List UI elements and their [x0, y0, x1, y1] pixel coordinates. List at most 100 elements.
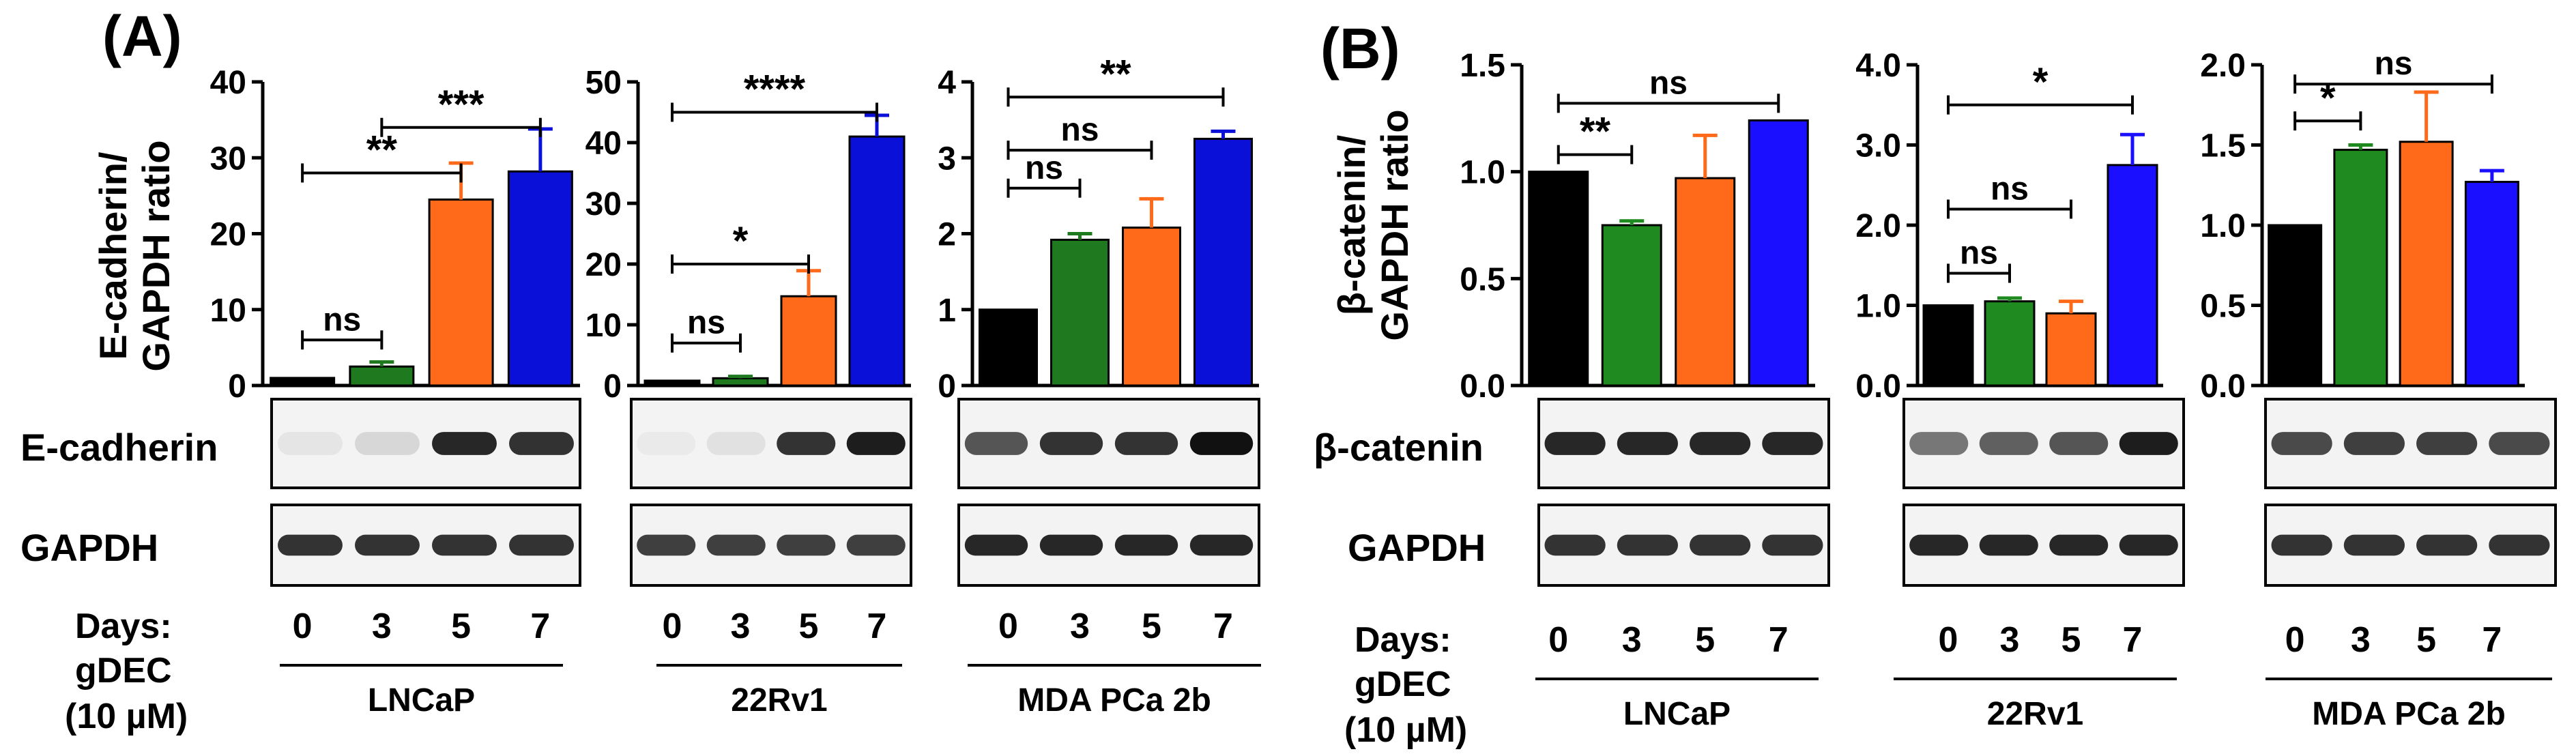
- blot-band: [1909, 432, 1969, 455]
- significance-label: ns: [1991, 171, 2029, 207]
- blot-band: [432, 432, 497, 455]
- chart-b-mda-pca-2b: 0.0 0.5 1.0 1.5 2.0 * ns 0 3 5 7 MDA PCa 2b: [2200, 46, 2557, 732]
- bar-day-5: [2399, 141, 2454, 387]
- panel-b-days-label: Days:: [1355, 620, 1451, 660]
- day-label: 7: [2123, 620, 2143, 660]
- day-label: 0: [998, 607, 1018, 646]
- blot-band: [964, 534, 1028, 556]
- protein-blot: [270, 398, 581, 489]
- significance-label: ns: [1025, 150, 1063, 186]
- blot-band: [846, 432, 906, 455]
- bar-day-0: [1922, 304, 1974, 387]
- significance-label: ns: [323, 302, 361, 338]
- bar-day-7: [1193, 137, 1253, 387]
- blot-band: [509, 534, 574, 556]
- significance-label: ***: [438, 83, 484, 127]
- protein-blot: [1537, 398, 1830, 489]
- blot-band: [637, 534, 696, 556]
- bar-day-0: [2268, 224, 2323, 387]
- day-label: 3: [2000, 620, 2020, 660]
- blot-band: [1039, 432, 1103, 455]
- significance-label: **: [1100, 52, 1131, 96]
- y-tick-label: 2.0: [1855, 208, 1901, 244]
- y-tick-label: 3.0: [1855, 128, 1901, 164]
- y-tick-label: 40: [585, 126, 622, 162]
- blot-band: [706, 534, 766, 556]
- day-label: 0: [1939, 620, 1958, 660]
- blot-band: [1189, 534, 1254, 556]
- panel-b-protein-blot-label: β-catenin: [1314, 426, 1484, 469]
- significance-label: **: [1580, 110, 1611, 154]
- day-label: 3: [731, 607, 751, 646]
- day-label: 0: [1548, 620, 1568, 660]
- day-label: 7: [1769, 620, 1789, 660]
- blot-band: [777, 534, 836, 556]
- bar-day-5: [1675, 177, 1736, 387]
- blot-band: [2049, 432, 2109, 455]
- y-tick-label: 10: [210, 293, 246, 329]
- blot-band: [2343, 432, 2405, 455]
- day-label: 3: [2351, 620, 2371, 660]
- panel-b-ylabel-line1: β-catenin/: [1330, 134, 1373, 315]
- panel-b-loading-blot-label: GAPDH: [1348, 526, 1486, 569]
- blot-band: [2416, 432, 2478, 455]
- blot-band: [637, 432, 696, 455]
- blot-band: [2489, 432, 2550, 455]
- protein-blot: [2264, 398, 2557, 489]
- bar-day-0: [643, 379, 701, 387]
- y-tick-label: 30: [585, 186, 622, 222]
- significance-label: ns: [1060, 112, 1099, 148]
- blot-band: [1617, 534, 1678, 556]
- blot-band: [2049, 534, 2109, 556]
- significance-label: ****: [744, 68, 806, 112]
- loading-blot: [2264, 504, 2557, 587]
- day-label: 0: [293, 607, 313, 646]
- blot-band: [1690, 534, 1751, 556]
- bar-day-0: [270, 377, 336, 387]
- panel-b-static: (B) β-catenin/ GAPDH ratio β-catenin GAP…: [1314, 16, 1486, 750]
- blot-band: [1544, 432, 1606, 455]
- y-tick-label: 3: [938, 141, 956, 177]
- y-tick-label: 1: [938, 293, 956, 329]
- day-label: 3: [1070, 607, 1090, 646]
- y-tick-label: 0.0: [1855, 368, 1901, 405]
- blot-band: [355, 534, 420, 556]
- bar-day-3: [1984, 300, 2036, 387]
- blot-band: [278, 432, 343, 455]
- blot-band: [1114, 534, 1178, 556]
- day-label: 5: [1695, 620, 1715, 660]
- bar-day-0: [1528, 171, 1589, 387]
- blot-band: [2119, 432, 2178, 455]
- bar-day-7: [1748, 119, 1809, 387]
- bar-day-7: [2107, 164, 2158, 387]
- day-label: 3: [372, 607, 392, 646]
- bar-day-3: [712, 377, 769, 387]
- day-label: 5: [799, 607, 819, 646]
- loading-blot: [270, 504, 581, 587]
- bar-day-7: [507, 170, 573, 387]
- y-tick-label: 40: [210, 65, 246, 101]
- cell-line-label: MDA PCa 2b: [1017, 682, 1211, 718]
- y-tick-label: 0.0: [1460, 368, 1505, 405]
- day-label: 0: [2285, 620, 2305, 660]
- bar-day-3: [1601, 224, 1662, 387]
- blot-band: [964, 432, 1028, 455]
- blot-band: [1690, 432, 1751, 455]
- panel-a-loading-blot-label: GAPDH: [20, 526, 158, 569]
- y-tick-label: 0.5: [2200, 289, 2246, 325]
- y-tick-label: 1.5: [2200, 128, 2246, 164]
- blot-band: [1544, 534, 1606, 556]
- panel-b-dose-label: (10 µM): [1344, 710, 1467, 750]
- blot-band: [1909, 534, 1969, 556]
- y-tick-label: 0: [603, 368, 622, 405]
- y-tick-label: 2: [938, 217, 956, 253]
- day-label: 3: [1622, 620, 1642, 660]
- protein-blot: [1902, 398, 2185, 489]
- bar-day-3: [2333, 149, 2388, 387]
- loading-blot: [1902, 504, 2185, 587]
- blot-band: [1762, 432, 1823, 455]
- cell-line-label: 22Rv1: [1987, 696, 2083, 732]
